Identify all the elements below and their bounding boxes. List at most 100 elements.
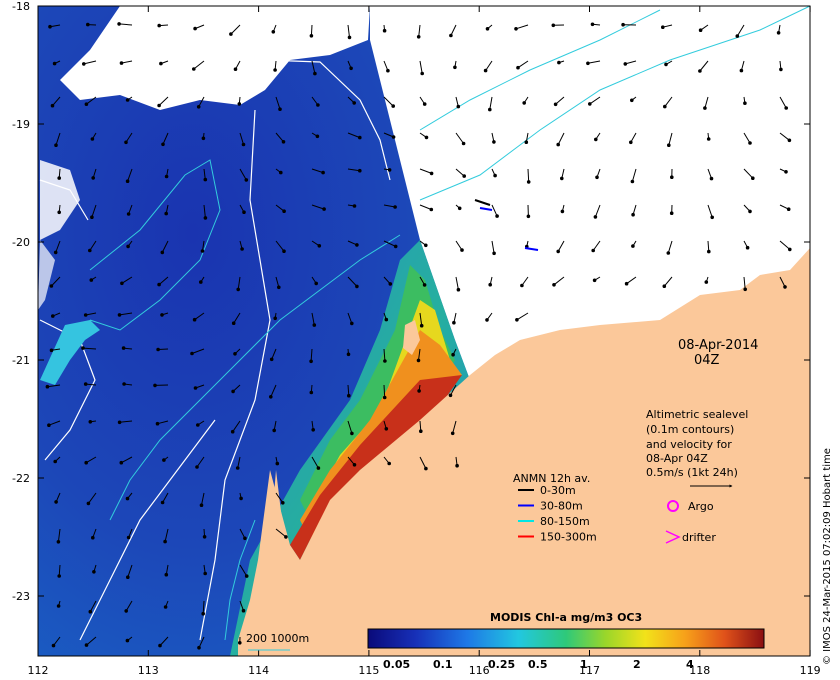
velocity-vector bbox=[311, 168, 324, 174]
velocity-vector-head bbox=[748, 209, 752, 214]
velocity-vector-head bbox=[417, 389, 421, 393]
velocity-vector-head bbox=[488, 282, 493, 287]
velocity-vector-head bbox=[157, 103, 161, 108]
velocity-vector-head bbox=[352, 463, 357, 467]
altimetric-note: Altimetric sealevel (0.1m contours) and … bbox=[646, 408, 748, 488]
velocity-vector-head bbox=[383, 359, 387, 363]
velocity-vector bbox=[419, 60, 423, 74]
velocity-vector bbox=[58, 564, 61, 577]
velocity-vector-head bbox=[125, 638, 130, 643]
velocity-vector-head bbox=[422, 102, 427, 106]
colorbar-tick-label: 0.1 bbox=[433, 658, 453, 671]
velocity-vector bbox=[198, 636, 205, 648]
x-tick-label: 112 bbox=[28, 664, 49, 677]
velocity-vector-head bbox=[455, 463, 459, 468]
velocity-vector-head bbox=[81, 346, 85, 350]
velocity-vector bbox=[779, 240, 791, 250]
velocity-vector bbox=[419, 168, 432, 174]
velocity-vector bbox=[310, 348, 313, 362]
x-tick-label: 118 bbox=[689, 664, 710, 677]
velocity-vector-head bbox=[316, 466, 321, 470]
velocity-vector-head bbox=[346, 352, 351, 357]
velocity-vector-head bbox=[49, 348, 54, 353]
velocity-vector-head bbox=[698, 28, 703, 33]
velocity-vector bbox=[383, 384, 386, 398]
mooring-markers bbox=[474, 199, 539, 251]
velocity-vector bbox=[194, 312, 205, 321]
velocity-vector-head bbox=[56, 540, 61, 544]
colorbar-tick-label: 4 bbox=[686, 658, 694, 671]
velocity-vector bbox=[51, 276, 61, 287]
velocity-vector-head bbox=[595, 175, 599, 180]
velocity-vector bbox=[383, 96, 394, 107]
velocity-vector-head bbox=[739, 68, 744, 73]
velocity-vector-head bbox=[515, 318, 519, 322]
velocity-vector-head bbox=[124, 609, 128, 613]
velocity-vector-head bbox=[355, 243, 359, 247]
velocity-vector-head bbox=[229, 32, 233, 36]
velocity-vector-head bbox=[120, 281, 124, 286]
colorbar-tick-label: 0.25 bbox=[488, 658, 515, 671]
x-tick-label: 113 bbox=[138, 664, 159, 677]
velocity-vector bbox=[162, 492, 169, 503]
velocity-vector-head bbox=[199, 503, 204, 508]
velocity-vector bbox=[86, 636, 97, 646]
anmn-legend-label: 30-80m bbox=[540, 500, 583, 513]
velocity-vector-head bbox=[316, 103, 320, 107]
velocity-vector-head bbox=[92, 570, 96, 574]
velocity-vector bbox=[89, 600, 97, 612]
map-time: 04Z bbox=[694, 353, 720, 368]
velocity-vector-head bbox=[779, 67, 783, 72]
velocity-vector-head bbox=[751, 176, 755, 180]
velocity-vector bbox=[275, 492, 284, 504]
velocity-vector-head bbox=[347, 393, 351, 398]
velocity-vector-head bbox=[630, 179, 635, 184]
y-tick-label: -22 bbox=[12, 472, 30, 485]
velocity-vector-head bbox=[195, 465, 199, 469]
velocity-vector bbox=[736, 24, 745, 37]
velocity-vector-head bbox=[119, 460, 124, 465]
velocity-vector-head bbox=[162, 458, 166, 462]
velocity-vector-head bbox=[350, 431, 354, 436]
velocity-vector-head bbox=[196, 423, 200, 427]
velocity-vector-head bbox=[47, 423, 51, 428]
velocity-vector-head bbox=[560, 209, 565, 214]
velocity-vector bbox=[202, 600, 205, 614]
velocity-vector bbox=[271, 348, 277, 360]
velocity-vector-head bbox=[593, 215, 598, 219]
velocity-vector-head bbox=[284, 535, 288, 539]
velocity-vector-head bbox=[125, 496, 130, 501]
velocity-vector-head bbox=[203, 571, 207, 576]
velocity-vector bbox=[52, 96, 61, 107]
velocity-vector-head bbox=[483, 68, 488, 73]
velocity-vector bbox=[119, 23, 133, 26]
velocity-vector bbox=[91, 204, 97, 218]
velocity-vector-head bbox=[309, 390, 314, 395]
cloud-gaps bbox=[38, 6, 370, 310]
velocity-vector-head bbox=[662, 284, 667, 289]
velocity-vector bbox=[159, 636, 169, 646]
velocity-vector-head bbox=[238, 641, 242, 645]
velocity-vector bbox=[55, 240, 61, 253]
velocity-vector-head bbox=[309, 34, 314, 38]
drifter-label: drifter bbox=[682, 531, 716, 544]
velocity-vector-head bbox=[663, 104, 667, 109]
velocity-vector-head bbox=[786, 207, 791, 211]
velocity-vector bbox=[347, 420, 353, 434]
velocity-vector-head bbox=[352, 101, 357, 105]
anmn-legend-title: ANMN 12h av. bbox=[513, 472, 590, 485]
y-axis-labels: -18 -19 -20 -21 -22 -23 bbox=[12, 0, 30, 603]
velocity-vector-head bbox=[493, 173, 497, 178]
velocity-vector-head bbox=[347, 35, 352, 40]
colorbar-labels: 0.05 0.1 0.25 0.5 1 2 4 bbox=[383, 658, 694, 671]
velocity-vector-head bbox=[57, 574, 62, 578]
velocity-vector-head bbox=[86, 22, 90, 27]
drifter-symbol bbox=[665, 530, 681, 544]
velocity-vector-head bbox=[524, 140, 529, 144]
colorbar-tick-label: 1 bbox=[580, 658, 588, 671]
velocity-vector-head bbox=[233, 67, 238, 71]
velocity-vector bbox=[347, 276, 358, 287]
velocity-vector bbox=[668, 132, 673, 146]
velocity-vector-head bbox=[157, 23, 161, 28]
velocity-vector-head bbox=[282, 249, 286, 253]
